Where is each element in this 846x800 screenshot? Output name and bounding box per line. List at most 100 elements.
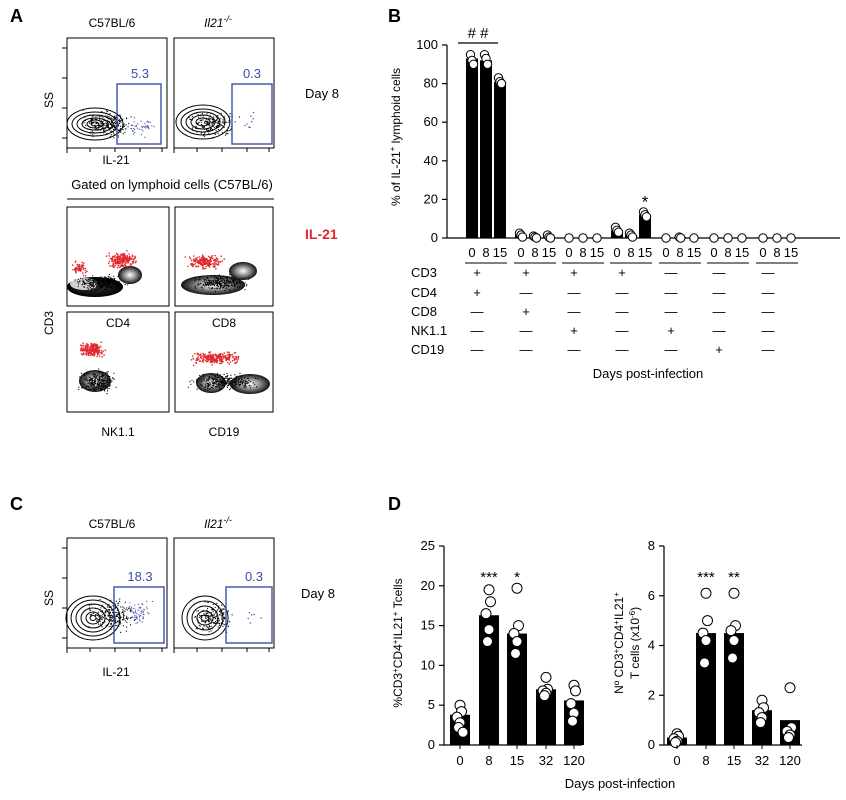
- event-dot: [98, 385, 100, 387]
- event-dot: [125, 617, 127, 619]
- event-dot: [89, 114, 91, 116]
- event-dot: [228, 280, 230, 282]
- event-dot: [228, 286, 230, 288]
- event-dot: [115, 386, 117, 388]
- event-dot: [214, 265, 216, 268]
- chart-d1-point: [540, 671, 552, 683]
- event-dot: [90, 609, 92, 612]
- event-dot: [99, 609, 101, 611]
- chart-b-day-tick: 0: [710, 245, 717, 260]
- event-dot: [92, 275, 94, 277]
- event-dot: [88, 386, 90, 388]
- event-dot: [106, 393, 108, 395]
- event-dot: [75, 270, 77, 273]
- event-dot: [200, 115, 202, 117]
- event-dot: [81, 272, 84, 274]
- event-dot: [214, 254, 216, 257]
- event-dot: [209, 354, 212, 357]
- event-dot: [90, 343, 92, 345]
- event-dot: [198, 256, 200, 258]
- event-dot: [94, 277, 96, 280]
- event-dot: [223, 287, 225, 289]
- event-dot: [234, 121, 236, 123]
- event-dot: [89, 282, 91, 284]
- event-dot: [224, 134, 227, 136]
- event-dot: [203, 259, 205, 262]
- event-dot: [216, 374, 218, 376]
- event-dot: [229, 281, 231, 283]
- event-dot: [116, 611, 118, 614]
- event-dot: [130, 608, 132, 610]
- event-dot: [109, 128, 111, 130]
- event-dot: [234, 278, 236, 280]
- event-dot: [90, 281, 92, 283]
- event-dot: [209, 128, 212, 130]
- flow-c-xlabel: IL-21: [102, 665, 130, 679]
- event-dot: [89, 607, 91, 609]
- event-dot: [141, 133, 143, 135]
- event-dot: [196, 378, 198, 380]
- event-dot: [148, 121, 150, 123]
- event-dot: [95, 282, 97, 284]
- event-dot: [187, 386, 189, 388]
- event-dot: [207, 130, 209, 132]
- event-dot: [117, 275, 119, 277]
- flow-a-xlabel: IL-21: [102, 153, 130, 167]
- event-dot: [132, 262, 134, 265]
- event-dot: [100, 279, 102, 281]
- event-dot: [88, 626, 90, 628]
- event-dot: [236, 360, 239, 362]
- event-dot: [220, 613, 222, 615]
- event-dot: [103, 285, 105, 287]
- event-dot: [91, 377, 93, 380]
- event-dot: [91, 384, 93, 386]
- event-dot: [147, 125, 149, 127]
- event-dot: [116, 614, 118, 616]
- event-dot: [89, 604, 91, 606]
- chart-d1-point: [510, 647, 521, 659]
- event-dot: [104, 614, 106, 617]
- event-dot: [104, 390, 106, 392]
- event-dot: [210, 121, 212, 123]
- event-dot: [83, 346, 85, 348]
- chart-b-point: [592, 233, 602, 243]
- chart-d1-point: [485, 596, 496, 608]
- event-dot: [119, 266, 121, 269]
- event-dot: [199, 276, 201, 279]
- event-dot: [84, 347, 87, 350]
- chart-b-table-sign: —: [762, 304, 775, 319]
- event-dot: [214, 612, 216, 614]
- event-dot: [205, 620, 207, 622]
- event-dot: [207, 617, 209, 619]
- event-dot: [108, 252, 110, 255]
- event-dot: [220, 278, 222, 280]
- event-dot: [206, 121, 208, 123]
- event-dot: [105, 618, 107, 620]
- event-dot: [118, 613, 120, 615]
- event-dot: [213, 622, 215, 624]
- event-dot: [102, 132, 104, 134]
- event-dot: [209, 115, 211, 117]
- event-dot: [113, 372, 115, 374]
- event-dot: [193, 260, 195, 263]
- chart-d1-significance: ***: [480, 569, 498, 586]
- event-dot: [245, 381, 247, 383]
- flow-c-day-label: Day 8: [301, 586, 335, 601]
- event-dot: [83, 281, 85, 283]
- event-dot: [94, 124, 96, 126]
- event-dot: [103, 123, 105, 125]
- event-dot: [223, 122, 225, 124]
- event-dot: [206, 378, 208, 380]
- event-dot: [210, 282, 212, 284]
- flow-c-strain-ko: Il21-/-: [204, 515, 232, 531]
- event-dot: [202, 373, 204, 375]
- chart-d2-point: [700, 587, 712, 599]
- event-dot: [104, 610, 106, 612]
- event-dot: [214, 262, 216, 265]
- event-dot: [210, 284, 212, 286]
- event-dot: [105, 116, 107, 119]
- event-dot: [82, 382, 84, 384]
- event-dot: [99, 616, 101, 618]
- chart-d2-bar: [696, 633, 716, 745]
- event-dot: [119, 615, 121, 618]
